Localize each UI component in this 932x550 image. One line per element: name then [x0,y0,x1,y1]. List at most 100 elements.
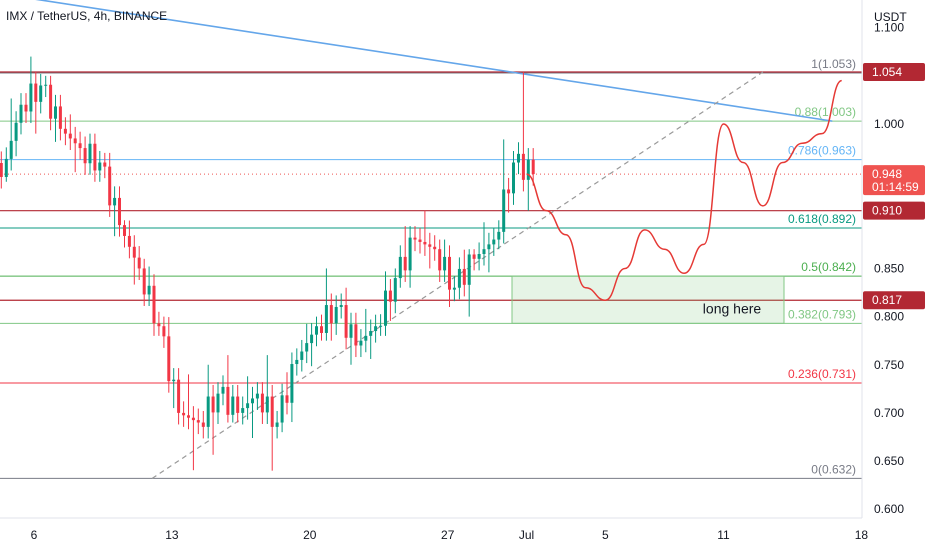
candle-body [388,290,392,302]
candles [0,56,535,471]
candle-body [364,335,368,341]
candle-body [216,393,220,413]
price-tag-label: 0.948 [872,167,902,181]
candle-body [152,285,156,324]
x-tick-label: 6 [31,528,38,542]
candle-body [260,393,264,413]
candle-body [19,104,23,123]
x-tick-label: 20 [303,528,317,542]
candle-body [78,143,82,149]
projection-path [526,79,843,301]
y-tick-label: 0.800 [874,310,904,324]
candle-body [324,305,328,333]
candle-body [408,237,412,271]
price-tag-bg [863,201,925,220]
candle-body [103,162,107,167]
long-zone-box [511,275,785,324]
x-tick-label: 27 [441,528,455,542]
candle-body [329,305,333,324]
currency-label: USDT [874,10,907,24]
candle-body [83,148,87,164]
candle-body [393,278,397,302]
fib-label-0.786: 0.786(0.963) [788,144,856,158]
candle-body [255,393,259,399]
candle-body [231,396,235,415]
y-tick-label: 0.650 [874,454,904,468]
candle-body [251,398,254,404]
candle-body [270,396,274,427]
candle-body [88,143,92,164]
fibonacci-levels: 1(1.053) 0.88(1.003) 0.786(0.963) 0.618(0.8… [0,57,862,479]
candle-body [24,104,28,112]
candle-body [413,237,417,240]
candle-body [167,336,171,382]
candle-body [58,106,62,129]
candle-body [492,239,496,245]
candle-body [201,422,205,427]
long-zone: long here [511,275,785,324]
candle-body [379,325,383,327]
y-tick-label: 0.850 [874,261,904,275]
candle-body [403,256,407,271]
candle-body [344,305,348,338]
fib-label-0.5: 0.5(0.842) [801,260,856,274]
candle-body [196,420,200,423]
y-tick-label: 0.600 [874,502,904,516]
candle-body [526,159,530,180]
fib-label-0.618: 0.618(0.892) [788,212,856,226]
candle-body [285,395,289,403]
x-tick-label: 13 [165,528,179,542]
candle-body [300,351,304,360]
candle-body [9,140,13,159]
candle-body [39,85,43,102]
candle-body [433,246,437,250]
fib-label-0: 0(0.632) [811,462,856,476]
candle-body [290,364,294,403]
candle-body [467,254,471,285]
candle-body [162,326,166,337]
candle-body [0,163,3,177]
candle-body [374,326,378,332]
candle-body [93,143,97,171]
candle-body [211,396,215,413]
candle-body [113,197,117,206]
candle-body [349,324,353,338]
candle-body [221,386,225,394]
fib-label-1: 1(1.053) [811,57,856,71]
trendlines [35,0,833,479]
candle-body [98,162,102,171]
candle-body [132,246,136,258]
candle-body [438,249,442,271]
candle-body [34,83,38,102]
candle-body [428,244,432,247]
fib-label-0.382: 0.382(0.793) [788,307,856,321]
candle-body [334,306,338,324]
y-tick-label: 0.750 [874,358,904,372]
chart-title: IMX / TetherUS, 4h, BINANCE [6,9,168,23]
x-tick-label: 5 [602,528,609,542]
price-tag-label: 0.910 [872,204,902,218]
y-tick-label: 1.100 [874,21,904,35]
fib-label-0.236: 0.236(0.731) [788,367,856,381]
candle-body [182,412,186,416]
candle-body [177,379,181,413]
x-tick-label: 11 [717,528,730,542]
candle-body [315,326,318,335]
candle-body [339,305,343,307]
y-tick-label: 1.000 [874,117,904,131]
candle-body [521,153,525,180]
candle-body [49,84,53,119]
candle-body [398,256,402,279]
candle-body [265,396,269,413]
candle-body [507,189,511,194]
candle-body [157,323,161,327]
candle-body [512,162,515,194]
price-tag-bg [863,291,925,310]
candle-body [448,256,451,290]
candle-body [142,268,146,295]
candle-body [206,396,210,427]
candle-body [487,244,491,250]
candle-body [172,379,176,382]
candle-body [482,249,486,255]
